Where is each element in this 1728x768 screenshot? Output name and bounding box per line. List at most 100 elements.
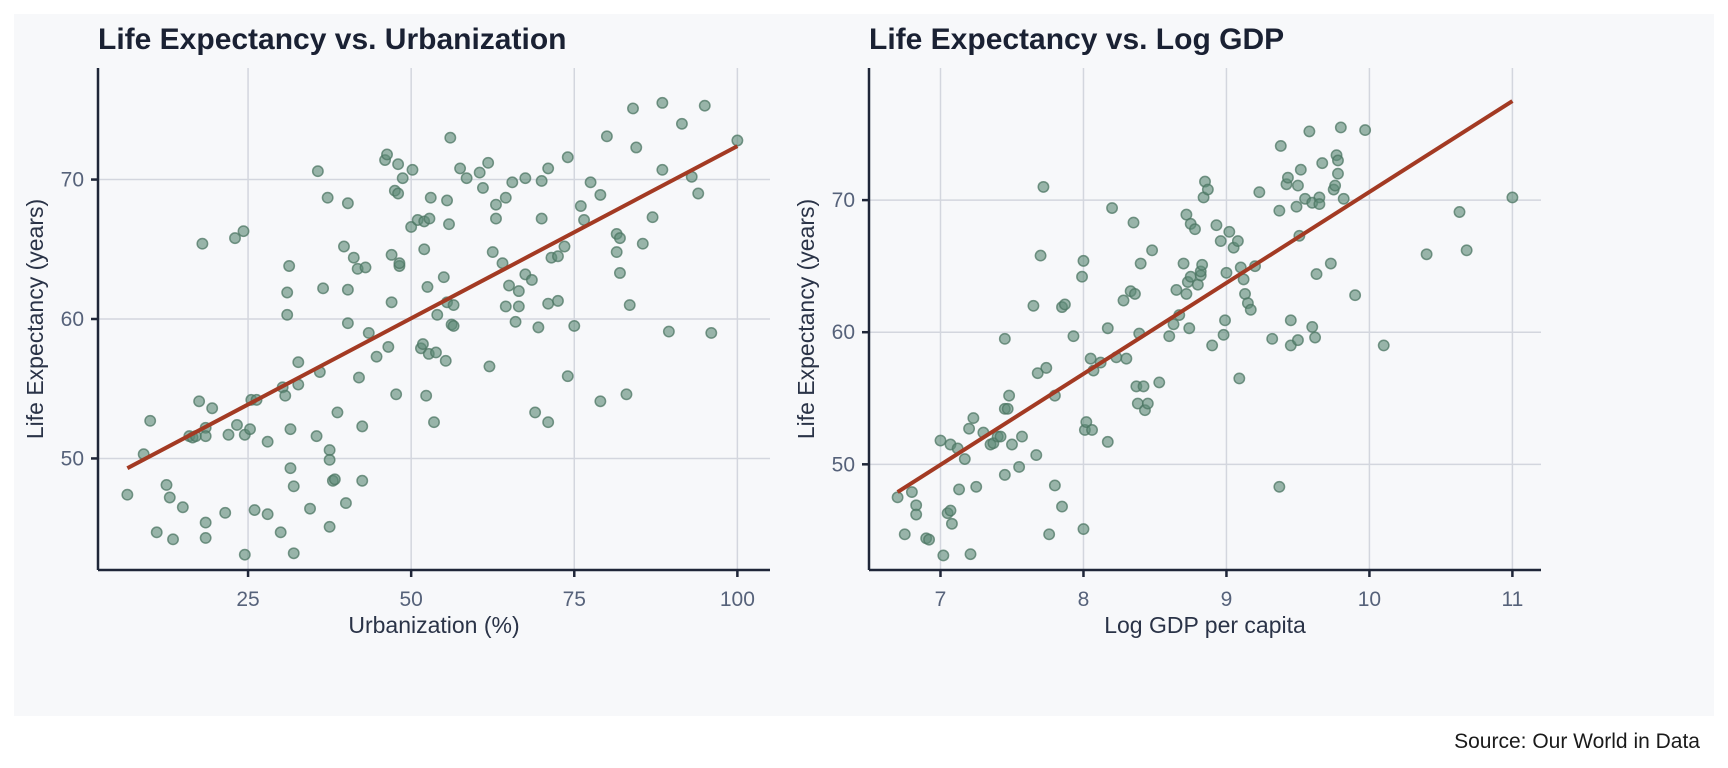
data-point	[506, 176, 519, 189]
x-tick-label: 11	[1501, 588, 1523, 611]
data-point	[144, 414, 157, 427]
x-axis-label: Log GDP per capita	[1104, 612, 1306, 638]
data-point	[231, 419, 243, 431]
data-point	[1077, 254, 1090, 267]
data-point	[891, 491, 904, 504]
data-point	[237, 225, 250, 238]
data-point	[945, 517, 958, 530]
data-point	[483, 360, 496, 373]
data-point	[248, 504, 261, 516]
data-point	[1460, 244, 1473, 257]
x-tick-label: 9	[1221, 588, 1233, 611]
y-tick-label: 60	[832, 321, 855, 344]
data-point	[568, 320, 581, 332]
data-point	[1274, 139, 1287, 152]
x-tick-label: 7	[935, 588, 947, 611]
data-point	[675, 117, 688, 130]
data-point	[486, 246, 499, 259]
data-point	[339, 497, 352, 510]
data-point	[323, 453, 336, 466]
data-point	[532, 321, 545, 334]
data-point	[392, 158, 405, 171]
data-point	[964, 548, 977, 561]
chart-urbanization: Life Expectancy vs. Urbanization 25 50 75 1…	[22, 23, 770, 638]
data-point	[561, 370, 574, 383]
data-point	[1273, 480, 1286, 493]
data-point	[121, 488, 134, 501]
x-axis-label: Urbanization (%)	[348, 612, 519, 638]
data-point	[160, 478, 173, 491]
data-point	[490, 198, 502, 211]
data-point	[382, 340, 395, 353]
data-point	[353, 371, 365, 384]
data-point	[535, 175, 548, 187]
y-tick-label: 70	[832, 189, 855, 212]
data-point	[662, 325, 675, 338]
data-point	[1313, 198, 1326, 211]
data-point	[1163, 330, 1176, 343]
data-point	[542, 297, 555, 310]
y-tick-label: 50	[832, 453, 855, 476]
data-point	[287, 480, 300, 493]
data-point	[1006, 438, 1018, 451]
trend-line	[126, 144, 739, 470]
data-point	[199, 516, 212, 529]
data-point	[1067, 330, 1080, 343]
data-point	[1337, 192, 1350, 205]
data-point	[238, 548, 251, 561]
data-point	[994, 430, 1007, 443]
data-point	[323, 520, 336, 533]
data-point	[443, 218, 455, 231]
data-point	[542, 162, 555, 175]
data-point	[499, 191, 512, 204]
data-point	[1281, 171, 1294, 184]
data-point	[1030, 449, 1043, 462]
data-point	[910, 508, 923, 521]
data-point	[444, 131, 457, 144]
data-point	[447, 299, 460, 312]
data-point	[610, 246, 623, 259]
data-point	[1043, 528, 1056, 541]
data-point	[944, 504, 957, 517]
data-point	[283, 260, 296, 272]
data-point	[1377, 339, 1390, 352]
data-point	[1080, 416, 1093, 428]
data-point	[222, 428, 235, 441]
data-point	[613, 267, 626, 279]
data-point	[620, 388, 633, 401]
data-point	[731, 134, 744, 147]
data-point	[623, 299, 636, 312]
data-point	[163, 491, 176, 504]
data-point	[1201, 183, 1214, 196]
data-point	[509, 315, 522, 328]
data-point	[1420, 248, 1433, 261]
data-point	[1220, 266, 1233, 279]
data-point	[1506, 191, 1519, 204]
data-point	[1034, 249, 1047, 262]
x-tick-label: 100	[720, 588, 755, 611]
y-tick-label: 50	[61, 447, 84, 470]
data-point	[967, 412, 980, 425]
data-point	[636, 237, 649, 250]
data-point	[1001, 402, 1014, 415]
data-point	[552, 250, 564, 263]
data-point	[359, 261, 372, 274]
data-point	[167, 533, 179, 546]
data-point	[512, 285, 525, 298]
data-point	[1273, 204, 1286, 217]
data-point	[630, 141, 643, 154]
data-point	[311, 165, 324, 178]
data-point	[1137, 380, 1150, 393]
data-point	[390, 388, 403, 401]
data-point	[600, 130, 613, 143]
data-point	[970, 480, 983, 493]
data-point	[482, 156, 495, 169]
data-point	[705, 326, 718, 339]
data-point	[1076, 270, 1088, 283]
data-point	[447, 320, 460, 332]
data-point	[499, 300, 512, 313]
data-point	[998, 468, 1011, 481]
x-tick-label: 75	[563, 588, 586, 611]
data-point	[423, 212, 436, 225]
